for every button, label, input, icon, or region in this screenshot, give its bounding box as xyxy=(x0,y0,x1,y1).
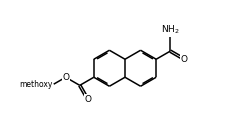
Text: NH$_2$: NH$_2$ xyxy=(161,24,180,36)
Text: O: O xyxy=(84,95,91,104)
Text: methoxy: methoxy xyxy=(19,80,52,89)
Text: O: O xyxy=(62,73,69,82)
Text: O: O xyxy=(181,55,188,64)
